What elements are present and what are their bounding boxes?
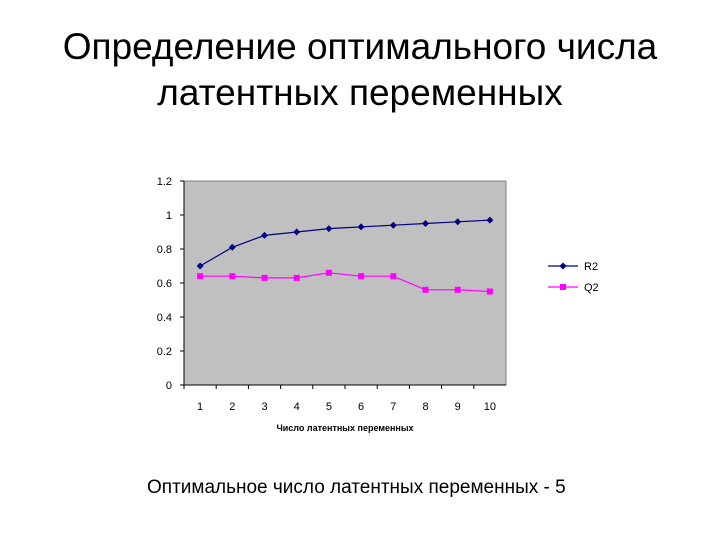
data-point-q2 [358, 273, 365, 280]
data-point-r2 [389, 221, 397, 229]
x-tick-label: 3 [261, 401, 267, 413]
caption: Оптимальное число латентных переменных -… [147, 477, 566, 498]
data-point-r2 [196, 262, 204, 270]
data-point-q2 [486, 288, 493, 295]
data-point-q2 [261, 274, 268, 281]
x-tick-label: 8 [422, 401, 428, 413]
x-tick-label: 9 [455, 401, 461, 413]
data-point-r2 [422, 220, 429, 227]
data-point-q2 [390, 273, 397, 280]
x-tick-label: 5 [326, 401, 332, 413]
data-point-q2 [197, 273, 204, 280]
y-tick-label: 0.2 [157, 346, 172, 358]
x-tick-label: 6 [358, 401, 364, 413]
data-point-r2 [357, 223, 365, 231]
slide-title: Определение оптимального числа латентных… [0, 24, 720, 116]
data-point-r2 [454, 218, 462, 226]
data-point-r2 [228, 243, 236, 251]
y-tick-label: 0.6 [157, 278, 172, 290]
x-tick-label: 7 [390, 401, 396, 413]
plot-area [183, 180, 507, 386]
data-point-r2 [325, 225, 333, 233]
y-tick-label: 1.2 [157, 176, 172, 188]
data-point-r2 [486, 216, 494, 224]
x-tick-label: 2 [229, 401, 235, 413]
y-tick-label: 0.8 [157, 244, 172, 256]
y-tick-label: 0 [166, 380, 172, 392]
x-tick-label: 4 [294, 401, 300, 413]
data-point-q2 [293, 274, 300, 281]
legend-marker-q2 [560, 284, 566, 290]
x-tick-label: 1 [197, 401, 203, 413]
slide-title-line-2: латентных переменных [157, 72, 563, 113]
legend-marker-r2 [559, 262, 567, 270]
data-point-r2 [293, 228, 301, 236]
data-point-q2 [229, 273, 236, 280]
series-line-r2 [199, 219, 490, 267]
legend-label-q2: Q2 [584, 282, 599, 294]
slide-title-line-1: Определение оптимального числа [62, 26, 658, 67]
data-point-q2 [325, 269, 332, 276]
y-tick-label: 1 [166, 210, 172, 222]
x-axis-title: Число латентных переменных [276, 423, 413, 433]
x-tick-label: 10 [484, 401, 496, 413]
data-point-r2 [261, 231, 268, 239]
data-point-q2 [422, 286, 429, 293]
legend-label-r2: R2 [584, 261, 598, 273]
y-tick-label: 0.4 [157, 312, 172, 324]
data-point-q2 [454, 286, 461, 293]
series-line-q2 [200, 272, 490, 293]
